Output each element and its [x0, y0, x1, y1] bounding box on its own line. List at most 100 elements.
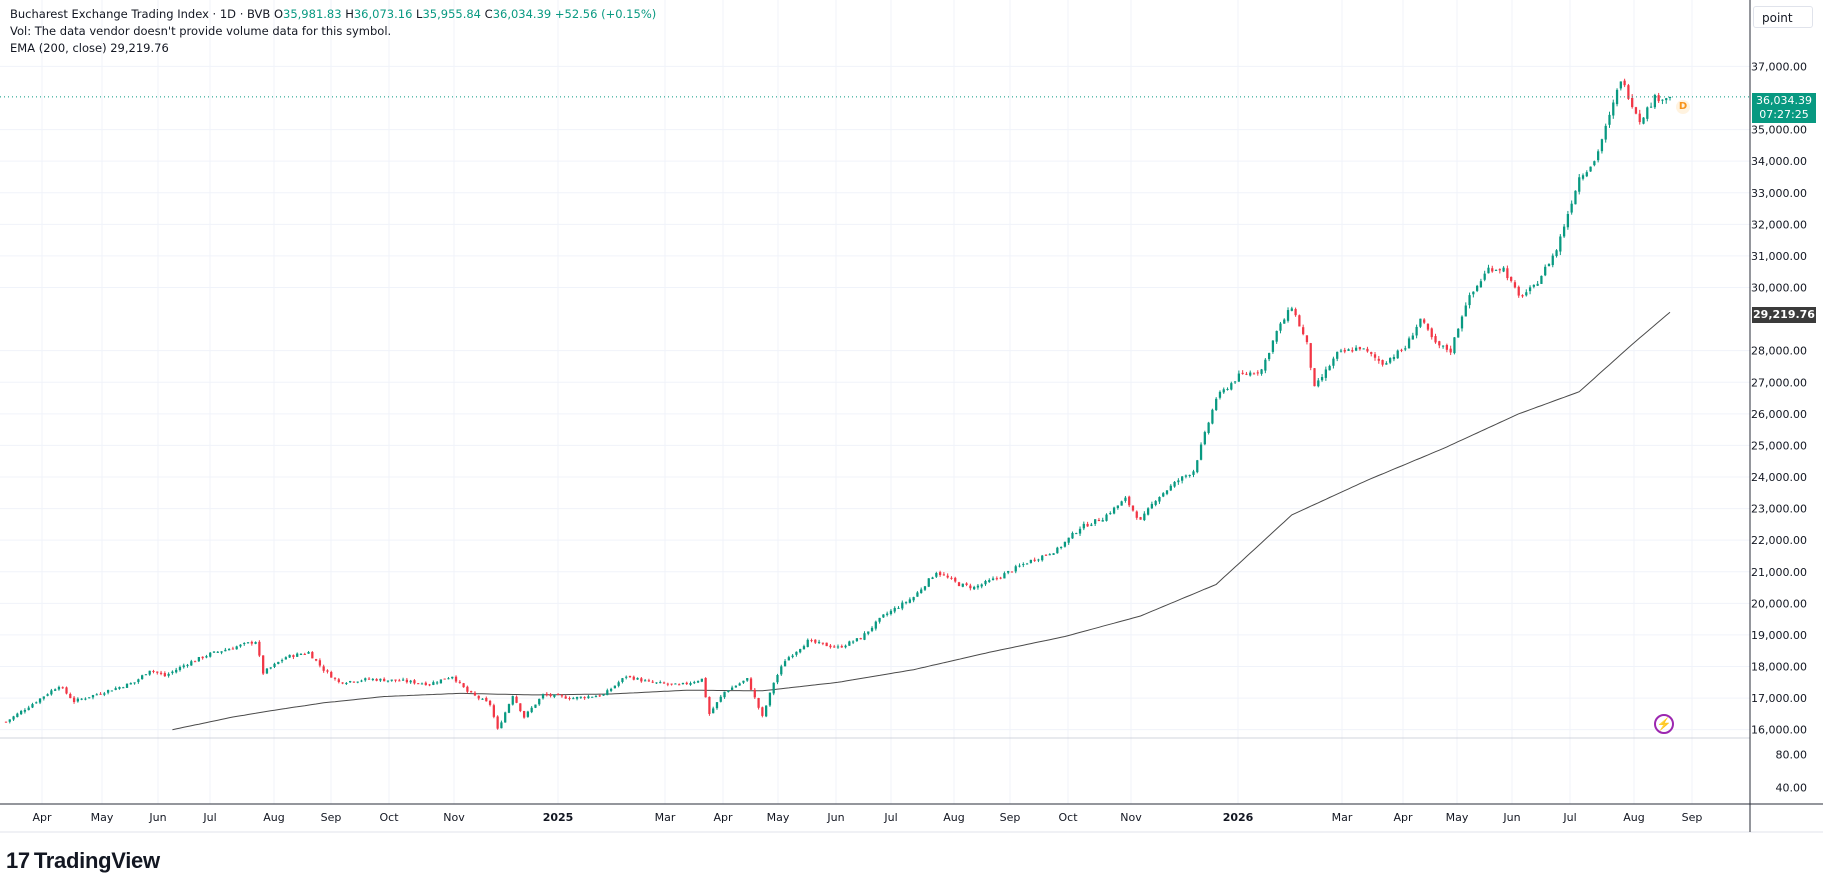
- candle-body: [916, 592, 919, 597]
- candle-body: [787, 657, 790, 661]
- candle-body: [466, 686, 469, 692]
- candle-body: [617, 682, 620, 686]
- candle-body: [1169, 485, 1172, 491]
- candle-body: [1112, 507, 1116, 514]
- candle-body: [655, 682, 658, 684]
- candle-body: [254, 642, 257, 644]
- candle-body: [57, 686, 61, 690]
- candle-body: [413, 680, 416, 684]
- time-tick-label: Aug: [263, 811, 284, 824]
- ema-line: [172, 311, 1671, 731]
- candle-body: [696, 681, 700, 683]
- candle-body: [1336, 351, 1339, 359]
- candle-body: [42, 696, 45, 699]
- candle-body: [1389, 358, 1392, 363]
- candle-body: [265, 668, 269, 674]
- candle-body: [1339, 350, 1343, 352]
- candle-body: [942, 574, 946, 576]
- candle-body: [954, 577, 957, 582]
- candle-body: [1298, 315, 1301, 327]
- candle-body: [1445, 344, 1449, 350]
- candle-body: [504, 712, 507, 723]
- candle-body: [1581, 175, 1585, 179]
- candle-body: [1381, 360, 1384, 365]
- candle-body: [1184, 475, 1188, 477]
- candle-body: [1464, 305, 1467, 317]
- candle-body: [678, 684, 681, 686]
- candle-body: [352, 681, 356, 683]
- candle-body: [492, 705, 495, 717]
- candle-body: [935, 573, 938, 577]
- time-tick-label: Sep: [1000, 811, 1021, 824]
- candle-body: [1597, 151, 1600, 161]
- candle-body: [424, 682, 427, 686]
- high-label: H: [345, 7, 354, 21]
- candle-body: [1430, 328, 1433, 338]
- dividend-badge[interactable]: D: [1676, 100, 1690, 114]
- chart-legend: Bucharest Exchange Trading Index · 1D · …: [10, 6, 656, 57]
- candle-body: [1086, 523, 1089, 527]
- candle-body: [1566, 213, 1570, 228]
- candle-body: [292, 655, 295, 658]
- symbol-title[interactable]: Bucharest Exchange Trading Index · 1D · …: [10, 7, 271, 21]
- grid-lines: [0, 0, 1750, 804]
- candle-body: [904, 602, 908, 604]
- lightning-icon[interactable]: ⚡: [1654, 714, 1674, 734]
- candle-body: [216, 651, 219, 653]
- candle-body: [1162, 493, 1165, 497]
- time-tick-label: Apr: [1393, 811, 1413, 824]
- candle-body: [1468, 295, 1471, 306]
- candle-body: [1279, 323, 1282, 331]
- candle-body: [379, 678, 382, 681]
- candle-body: [882, 614, 885, 618]
- candle-body: [171, 671, 174, 674]
- candle-body: [802, 646, 806, 650]
- candle-body: [1286, 310, 1290, 321]
- candle-body: [1014, 566, 1017, 572]
- tradingview-logo[interactable]: 17 TradingView: [6, 848, 160, 874]
- candle-body: [519, 703, 522, 712]
- candle-body: [564, 696, 567, 699]
- candle-body: [1354, 347, 1358, 351]
- candle-body: [50, 690, 53, 695]
- candle-body: [549, 694, 552, 697]
- ema-line-layer: [172, 311, 1671, 731]
- ema-legend-row[interactable]: EMA (200, close) 29,219.76: [10, 40, 656, 57]
- candle-body: [1457, 328, 1460, 338]
- candle-body: [1487, 267, 1490, 274]
- candle-body: [723, 691, 726, 698]
- candle-body: [1252, 373, 1256, 375]
- candle-body: [511, 696, 514, 705]
- candle-body: [1124, 497, 1127, 501]
- candle-body: [163, 673, 166, 677]
- time-tick-label: Sep: [1682, 811, 1703, 824]
- candle-body: [386, 680, 390, 682]
- candle-body: [534, 704, 537, 708]
- candle-body: [1075, 533, 1078, 535]
- candle-body: [950, 577, 953, 579]
- candle-body: [734, 685, 738, 688]
- candle-body: [31, 704, 34, 708]
- candle-body: [27, 707, 30, 711]
- candle-body: [1283, 319, 1286, 324]
- axes-layer: 37,000.00 35,000.00 34,000.00 33,000.00 32,0…: [0, 0, 1823, 833]
- candle-body: [182, 665, 185, 668]
- unit-selector[interactable]: point: [1753, 6, 1813, 28]
- volume-note: Vol: The data vendor doesn't provide vol…: [10, 24, 392, 38]
- candle-body: [1154, 501, 1157, 505]
- candle-body: [277, 661, 280, 665]
- candle-body: [114, 688, 117, 690]
- candle-body: [54, 689, 57, 691]
- price-tick-label: 24,000.00: [1751, 471, 1807, 484]
- candle-body: [848, 641, 851, 646]
- candle-body: [398, 680, 401, 682]
- candle-body: [1317, 380, 1320, 387]
- candle-body: [212, 651, 216, 653]
- price-tick-label: 34,000.00: [1751, 155, 1807, 168]
- candle-body: [927, 578, 930, 587]
- candle-body: [1177, 480, 1180, 483]
- candle-body: [1491, 268, 1494, 272]
- candle-body: [984, 580, 987, 585]
- candle-body: [1256, 372, 1259, 374]
